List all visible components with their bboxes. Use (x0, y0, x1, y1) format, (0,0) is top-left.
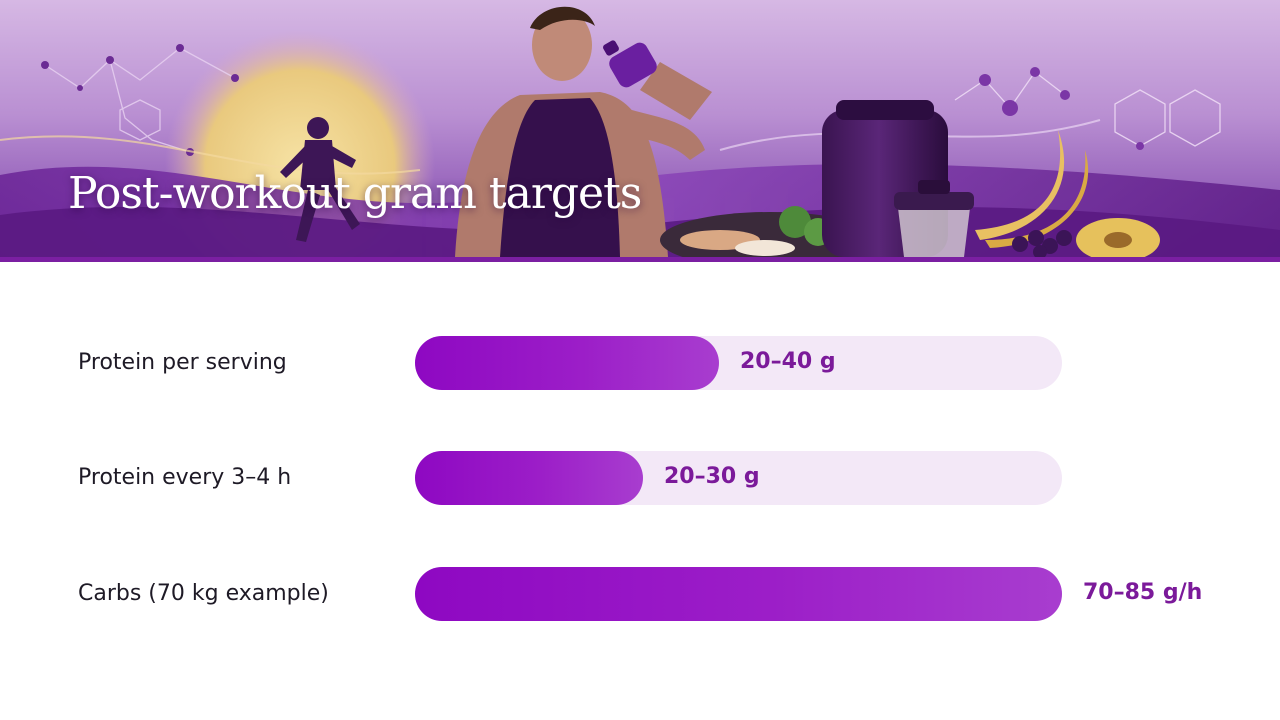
banana-icon (975, 130, 1089, 248)
molecule-network-left (44, 47, 236, 153)
bar (415, 567, 1062, 621)
runner-figure (280, 117, 360, 242)
bar-track (415, 336, 1062, 390)
banner-divider (0, 257, 1280, 262)
category-label: Protein per serving (78, 350, 287, 375)
category-label: Carbs (70 kg example) (78, 581, 329, 606)
athlete-figure (455, 6, 712, 257)
value-label: 20–40 g (740, 349, 836, 374)
gram-targets-bar-chart: Protein per serving 20–40 g Protein every … (0, 262, 1280, 720)
bar (415, 336, 719, 390)
molecule-nodes-right (979, 67, 1144, 150)
header-banner-illustration (0, 0, 1280, 257)
fitness-nutrition-illustration (0, 6, 1280, 257)
category-label: Protein every 3–4 h (78, 465, 292, 490)
bar-track (415, 567, 1062, 621)
grapes-icon (1012, 230, 1072, 257)
shaker-bottle-icon (603, 40, 657, 88)
value-label: 20–30 g (664, 464, 760, 489)
fruit-seed (1104, 232, 1132, 248)
bar-track (415, 451, 1062, 505)
value-label: 70–85 g/h (1083, 580, 1203, 605)
molecule-network-right (954, 71, 1221, 147)
slide-title: Post-workout gram targets (68, 168, 642, 219)
bar (415, 451, 643, 505)
swoosh-line (0, 135, 421, 175)
shaker-cup-icon (894, 180, 974, 257)
